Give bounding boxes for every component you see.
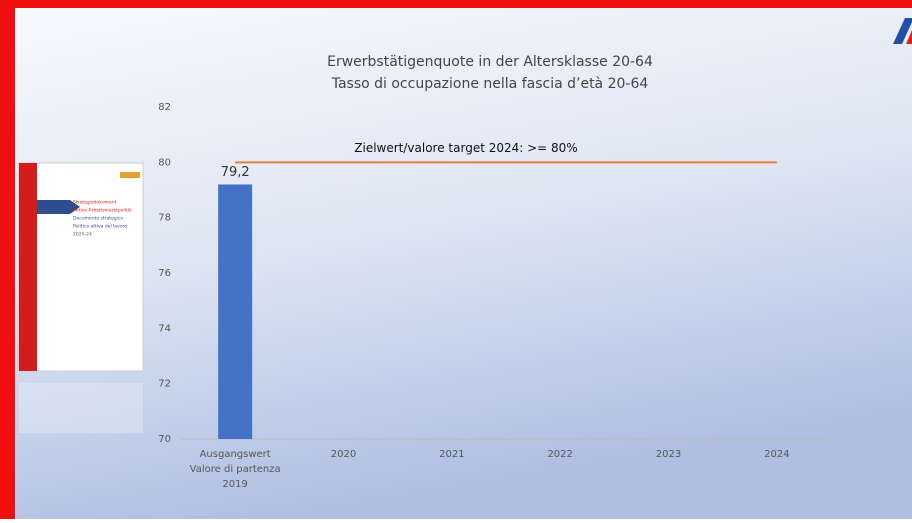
x-tick-label: 2019 xyxy=(222,479,247,490)
thumbnail-text: Strategiedokument xyxy=(73,200,117,206)
x-tick-label: 2020 xyxy=(331,449,356,460)
x-tick-label: Ausgangswert xyxy=(200,449,271,460)
thumbnail-text: Politica attiva del lavoro xyxy=(73,224,127,230)
x-tick-label: 2024 xyxy=(764,449,789,460)
x-tick-label: 2021 xyxy=(439,449,464,460)
thumbnail-text: Documento strategico xyxy=(73,216,123,222)
thumbnail-text: Aktive Arbeitsmarktpolitik xyxy=(73,208,132,214)
logo xyxy=(893,18,912,44)
target-label: Zielwert/valore target 2024: >= 80% xyxy=(354,141,577,155)
chart-subtitle: Tasso di occupazione nella fascia d’età … xyxy=(331,76,649,92)
x-tick-label: 2022 xyxy=(547,449,572,460)
x-tick-label: Valore di partenza xyxy=(190,464,281,475)
y-tick-label: 70 xyxy=(158,434,171,445)
left-border xyxy=(0,0,15,519)
y-tick-label: 72 xyxy=(158,379,171,390)
bar xyxy=(218,184,253,439)
top-border xyxy=(0,0,912,8)
document-thumbnail: Strategiedokument Aktive Arbeitsmarktpol… xyxy=(18,162,144,433)
y-tick-label: 80 xyxy=(158,157,171,168)
thumbnail-text: 2020-24 xyxy=(73,232,92,238)
y-tick-label: 74 xyxy=(158,323,171,334)
chart-title: Erwerbstätigenquote in der Altersklasse … xyxy=(327,54,653,70)
y-tick-label: 76 xyxy=(158,268,171,279)
y-tick-label: 78 xyxy=(158,213,171,224)
x-tick-label: 2023 xyxy=(656,449,681,460)
y-tick-label: 82 xyxy=(158,102,171,113)
data-label: 79,2 xyxy=(221,165,250,180)
